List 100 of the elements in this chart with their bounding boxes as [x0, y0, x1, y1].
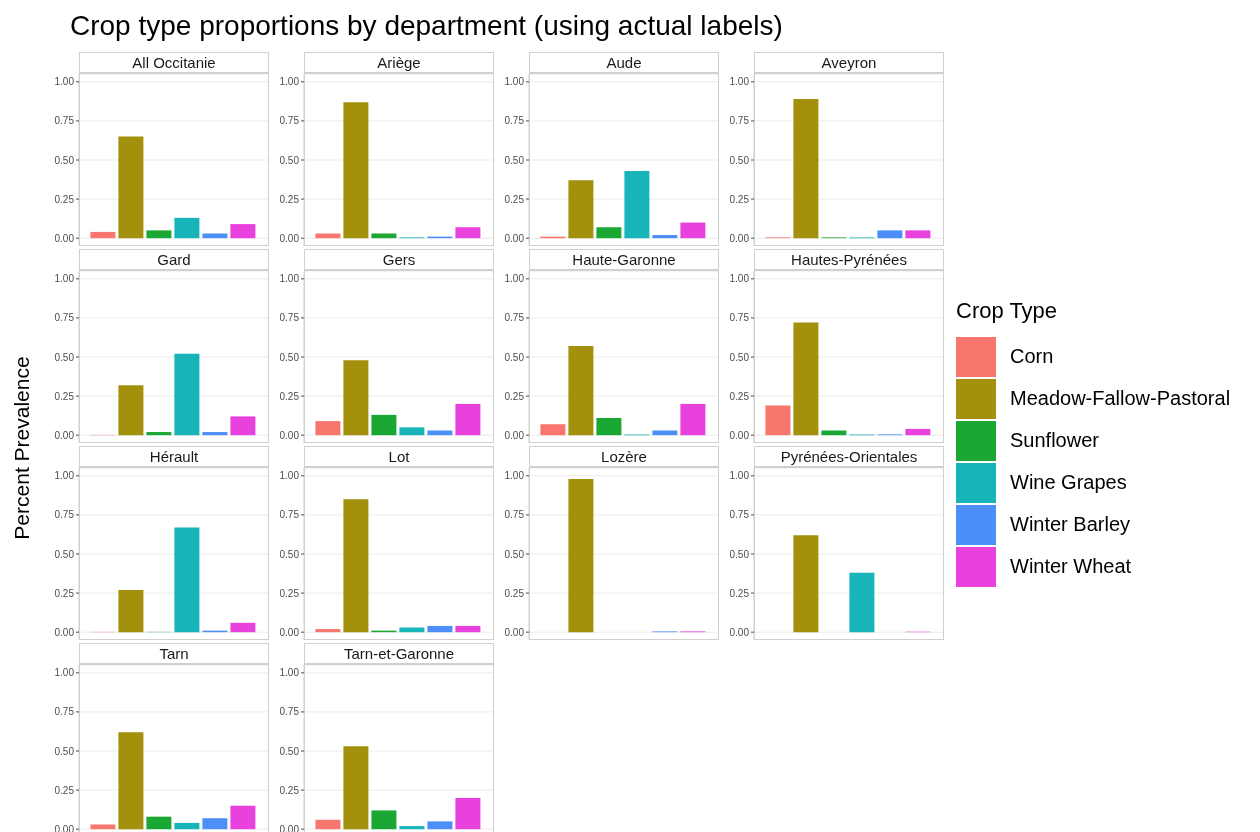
- y-tick-label: 1.00: [279, 273, 300, 285]
- bar: [230, 416, 256, 436]
- bar: [793, 322, 819, 436]
- y-tick-label: 0.50: [279, 548, 300, 560]
- bar: [315, 819, 341, 830]
- bar: [343, 746, 369, 830]
- y-tick-label: 1.00: [279, 470, 300, 482]
- chart-subtitle: Haute-Garonne: [529, 249, 719, 271]
- y-tick-label: 0.75: [54, 115, 75, 127]
- bar: [399, 826, 425, 830]
- y-tick-label: 0.75: [54, 706, 75, 718]
- y-tick-label: 0.75: [279, 115, 300, 127]
- bar: [793, 99, 819, 239]
- y-tick-label: 0.25: [504, 390, 525, 402]
- y-tick-label: 1.00: [729, 470, 750, 482]
- y-tick-label: 0.75: [504, 509, 525, 521]
- bar: [174, 217, 200, 239]
- y-tick-label: 0.50: [54, 154, 75, 166]
- chart-subtitle: Hautes-Pyrénées: [754, 249, 944, 271]
- y-tick-label: 0.00: [279, 232, 300, 244]
- bar: [230, 805, 256, 830]
- bar: [118, 732, 144, 830]
- legend-label: Winter Wheat: [1010, 555, 1132, 578]
- y-tick-label: 0.25: [729, 193, 750, 205]
- y-tick-label: 0.00: [54, 626, 75, 638]
- legend-label: Winter Barley: [1010, 513, 1131, 536]
- bar: [315, 233, 341, 239]
- y-tick-label: 0.50: [729, 351, 750, 363]
- y-tick-label: 0.50: [729, 548, 750, 560]
- bar: [427, 430, 453, 436]
- bar: [230, 622, 256, 633]
- chart-subtitle: Ariège: [304, 52, 494, 74]
- bar: [455, 625, 481, 633]
- y-tick-label: 0.25: [729, 587, 750, 599]
- bar: [315, 629, 341, 633]
- text: Crop type proportions by department (using actual labels): [70, 10, 783, 42]
- y-tick-label: 0.50: [279, 745, 300, 757]
- bar: [174, 527, 200, 633]
- y-tick-label: 0.00: [729, 626, 750, 638]
- y-tick-label: 0.25: [54, 193, 75, 205]
- chart-subtitle: Tarn: [79, 643, 269, 665]
- y-tick-label: 0.75: [504, 115, 525, 127]
- bar: [118, 589, 144, 633]
- y-tick-label: 1.00: [279, 76, 300, 88]
- bar: [652, 430, 678, 436]
- bar: [315, 421, 341, 436]
- bar: [765, 405, 791, 436]
- y-axis-title: Percent Prevalence: [10, 356, 34, 540]
- y-tick-label: 0.50: [54, 351, 75, 363]
- y-tick-label: 0.75: [729, 509, 750, 521]
- y-tick-label: 1.00: [54, 76, 75, 88]
- y-tick-label: 0.25: [54, 784, 75, 796]
- bar: [427, 821, 453, 830]
- y-tick-label: 0.00: [54, 823, 75, 832]
- chart-subtitle: All Occitanie: [79, 52, 269, 74]
- legend-label: Wine Grapes: [1010, 471, 1127, 494]
- bar: [174, 822, 200, 830]
- bar: [877, 230, 903, 239]
- bar: [90, 824, 116, 830]
- y-tick-label: 0.25: [279, 193, 300, 205]
- y-tick-label: 0.50: [279, 154, 300, 166]
- y-tick-label: 0.00: [729, 429, 750, 441]
- bar: [455, 797, 481, 830]
- bar: [680, 222, 706, 239]
- bar: [455, 227, 481, 239]
- chart-subtitle: Aveyron: [754, 52, 944, 74]
- y-tick-label: 0.75: [729, 312, 750, 324]
- bar: [596, 227, 622, 239]
- legend-title: Crop Type: [956, 298, 1059, 324]
- bar: [343, 360, 369, 436]
- y-tick-label: 0.75: [504, 312, 525, 324]
- y-tick-label: 1.00: [279, 667, 300, 679]
- y-tick-label: 0.25: [504, 587, 525, 599]
- bar: [146, 816, 172, 830]
- bar: [202, 432, 228, 436]
- chart-subtitle: Gard: [79, 249, 269, 271]
- bar: [202, 818, 228, 830]
- bar: [399, 427, 425, 436]
- bar: [905, 230, 931, 239]
- y-tick-label: 0.25: [279, 390, 300, 402]
- y-tick-label: 1.00: [729, 76, 750, 88]
- bar: [427, 625, 453, 633]
- y-tick-label: 0.25: [504, 193, 525, 205]
- y-tick-label: 0.00: [54, 232, 75, 244]
- y-tick-label: 0.00: [279, 626, 300, 638]
- bar: [146, 230, 172, 239]
- y-tick-label: 0.25: [279, 587, 300, 599]
- y-tick-label: 0.00: [279, 429, 300, 441]
- legend-label: Meadow-Fallow-Pastoral: [1010, 387, 1231, 410]
- y-tick-label: 0.00: [504, 232, 525, 244]
- chart-subtitle: Hérault: [79, 446, 269, 468]
- y-tick-label: 0.50: [279, 351, 300, 363]
- bar: [118, 136, 144, 239]
- bar: [624, 170, 650, 239]
- y-tick-label: 0.00: [504, 429, 525, 441]
- bar: [343, 102, 369, 239]
- y-tick-label: 1.00: [54, 470, 75, 482]
- bar: [202, 233, 228, 239]
- y-tick-label: 0.75: [729, 115, 750, 127]
- y-tick-label: 0.00: [729, 232, 750, 244]
